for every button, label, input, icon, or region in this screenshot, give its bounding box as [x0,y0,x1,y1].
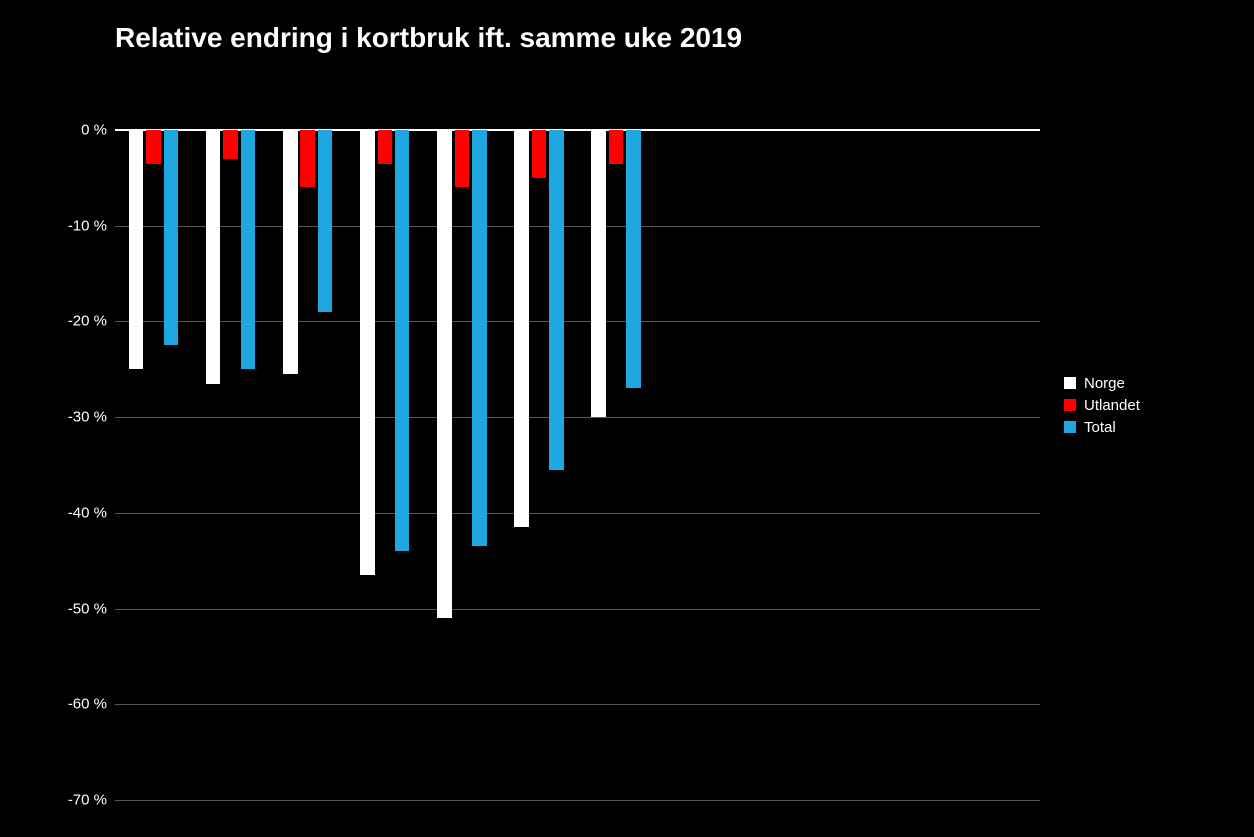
bar [626,130,640,388]
plot-area: 0 %-10 %-20 %-30 %-40 %-50 %-60 %-70 %ja… [115,130,1040,800]
bar [455,130,469,187]
legend: Norge Utlandet Total [1064,370,1140,440]
gridline [115,609,1040,610]
y-tick-label: -30 % [47,409,107,426]
bar [223,130,237,159]
bar [360,130,374,575]
legend-swatch [1064,399,1076,411]
bar [164,130,178,345]
bar [472,130,486,546]
chart-canvas: Relative endring i kortbruk ift. samme u… [0,0,1254,837]
y-tick-label: 0 % [47,122,107,139]
bar [437,130,451,618]
bar [609,130,623,164]
x-category-label: nov [911,153,938,173]
bar [514,130,528,527]
legend-label: Norge [1084,375,1125,392]
gridline [115,704,1040,705]
bar [146,130,160,164]
legend-item: Utlandet [1064,396,1140,414]
y-tick-label: -50 % [47,600,107,617]
bar [591,130,605,417]
gridline [115,513,1040,514]
legend-swatch [1064,421,1076,433]
gridline [115,800,1040,801]
y-tick-label: -20 % [47,313,107,330]
bar [318,130,332,312]
gridline [115,417,1040,418]
x-category-label: sep [756,153,783,173]
y-tick-label: -70 % [47,792,107,809]
bar [129,130,143,369]
y-tick-label: -60 % [47,696,107,713]
bar [241,130,255,369]
bar [206,130,220,384]
x-category-label: des [988,153,1015,173]
chart-title: Relative endring i kortbruk ift. samme u… [115,22,742,54]
legend-label: Utlandet [1084,397,1140,414]
bar [283,130,297,374]
legend-swatch [1064,377,1076,389]
y-tick-label: -10 % [47,217,107,234]
x-category-label: aug [679,153,707,173]
legend-item: Total [1064,418,1140,436]
bar [532,130,546,178]
legend-label: Total [1084,419,1116,436]
bar [549,130,563,470]
bar [300,130,314,187]
bar [378,130,392,164]
y-tick-label: -40 % [47,504,107,521]
bar [395,130,409,551]
legend-item: Norge [1064,374,1140,392]
x-category-label: okt [836,153,859,173]
